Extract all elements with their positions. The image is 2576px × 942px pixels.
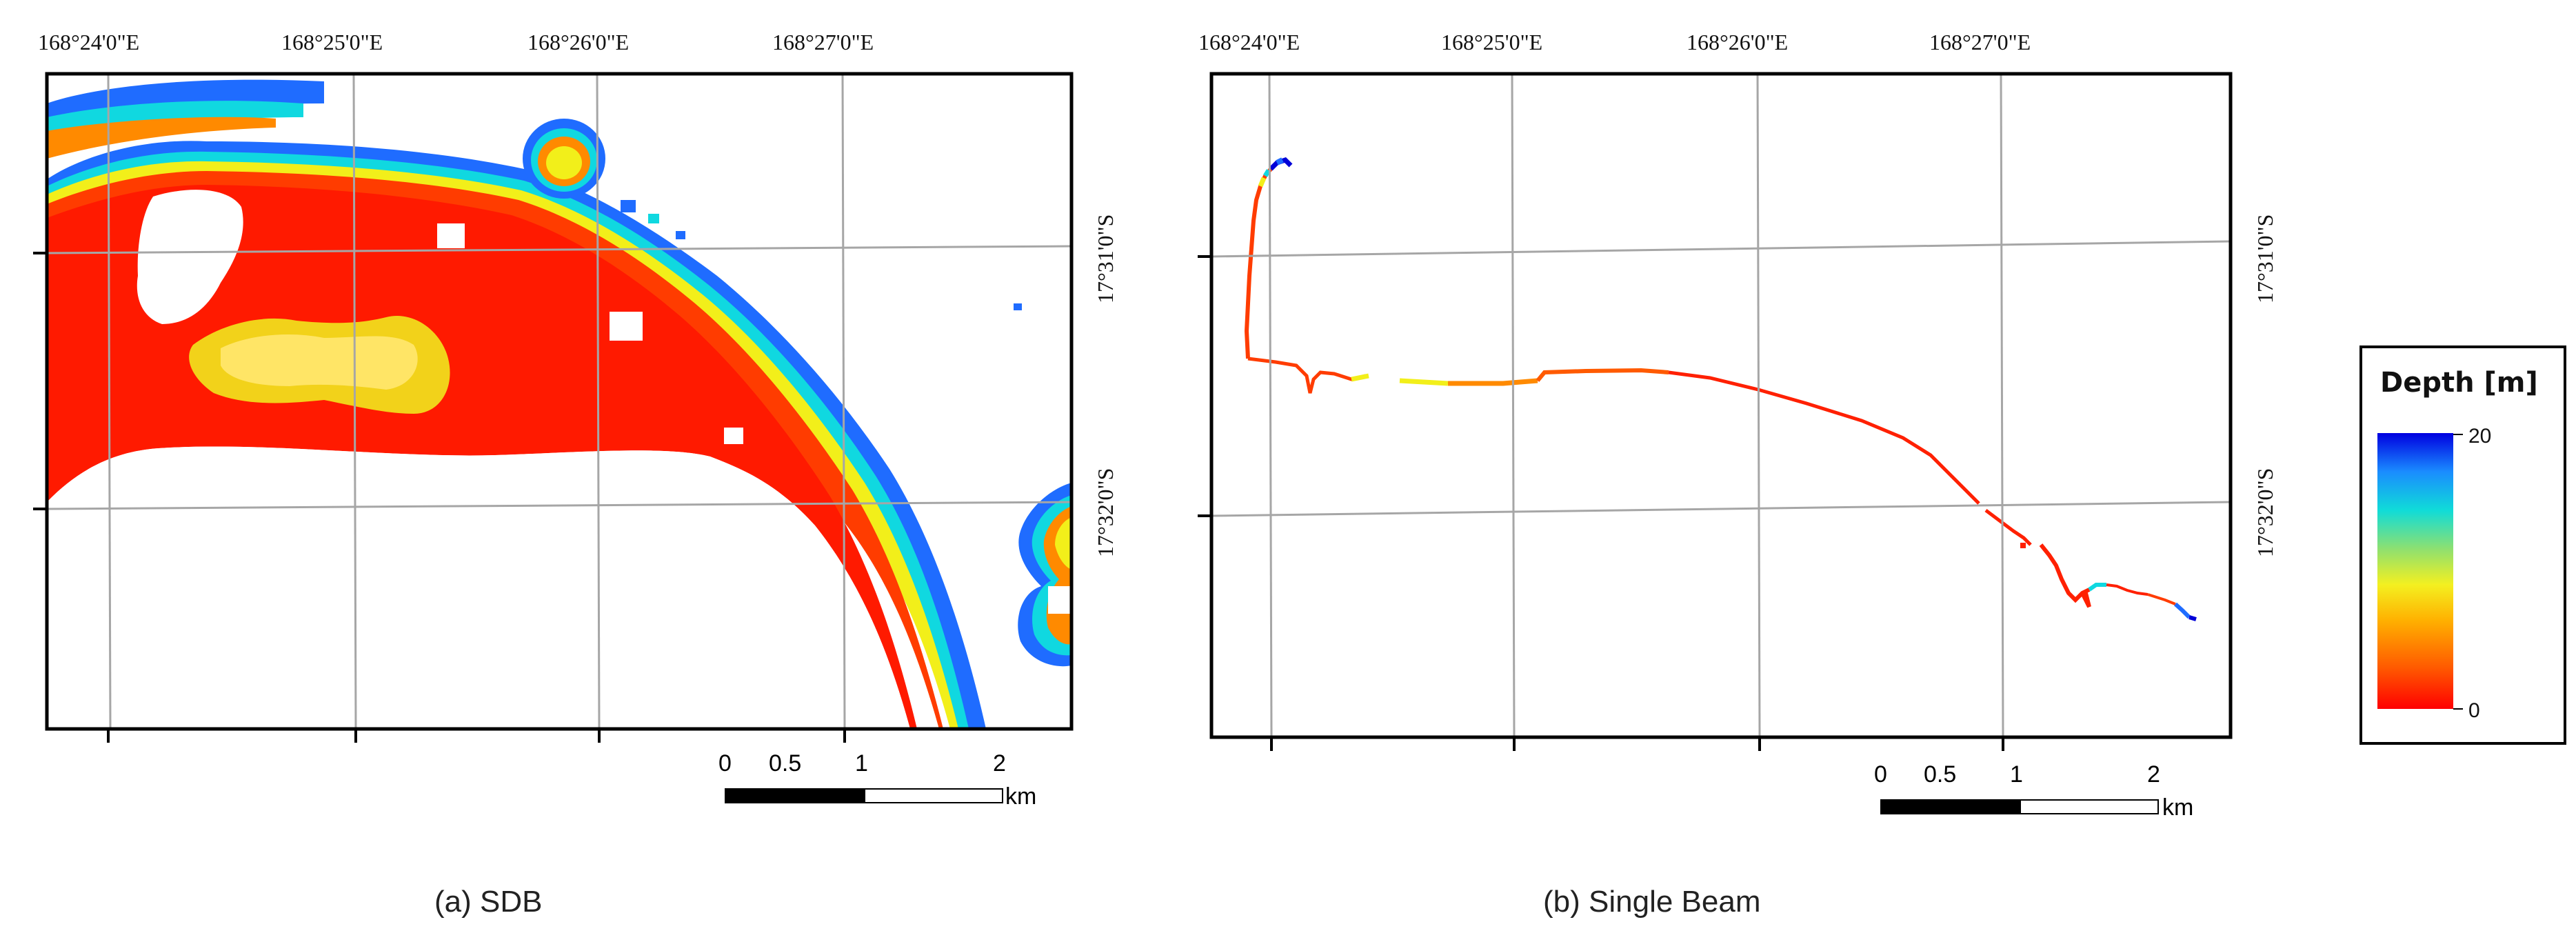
map-frame-b (1209, 72, 2233, 739)
map-frame-a (45, 72, 1074, 731)
scale-tick-a-05: 0.5 (769, 750, 801, 776)
lon-label-a-1: 168°24'0"E (38, 30, 139, 54)
lat-label-b-2: 17°32'0"S (2253, 468, 2277, 557)
scale-unit-b: km (2162, 794, 2193, 821)
scale-tick-a-1: 1 (855, 750, 868, 776)
scale-tick-a-0: 0 (718, 750, 732, 776)
sdb-depth-raster (47, 79, 1071, 729)
legend-title: Depth [m] (2380, 367, 2538, 399)
lat-label-b-1: 17°31'0"S (2253, 214, 2277, 303)
panel-single-beam: 168°24'0"E 168°25'0"E 168°26'0"E 168°27'… (1198, 30, 2277, 919)
scalebar-a: 0 0.5 1 2 km (718, 750, 1036, 810)
scale-tick-b-2: 2 (2147, 761, 2160, 788)
legend-max-label: 20 (2468, 425, 2491, 448)
legend-min-label: 0 (2468, 699, 2480, 722)
caption-a: (a) SDB (434, 885, 542, 919)
lon-label-b-2: 168°25'0"E (1441, 30, 1542, 54)
scale-unit-a: km (1005, 783, 1036, 810)
lon-label-a-3: 168°26'0"E (527, 30, 629, 54)
graticule-b (1211, 73, 2231, 738)
scalebar-b: 0 0.5 1 2 km (1874, 761, 2193, 821)
scale-tick-b-05: 0.5 (1924, 761, 1956, 788)
depth-legend: Depth [m] 20 0 (2359, 345, 2566, 745)
lon-label-b-4: 168°27'0"E (1929, 30, 2031, 54)
graticule-a (46, 73, 1072, 730)
lon-label-b-3: 168°26'0"E (1687, 30, 1788, 54)
scale-tick-b-1: 1 (2010, 761, 2023, 788)
lon-label-a-4: 168°27'0"E (772, 30, 874, 54)
lat-label-a-2: 17°32'0"S (1093, 468, 1118, 557)
lon-label-b-1: 168°24'0"E (1198, 30, 1300, 54)
caption-b: (b) Single Beam (1543, 885, 1760, 919)
panel-sdb: 168°24'0"E 168°25'0"E 168°26'0"E 168°27'… (33, 30, 1118, 919)
lat-label-a-1: 17°31'0"S (1093, 214, 1118, 303)
single-beam-track (1244, 157, 2197, 621)
scale-tick-b-0: 0 (1874, 761, 1887, 788)
depth-color-ramp (2377, 433, 2453, 709)
lon-label-a-2: 168°25'0"E (281, 30, 383, 54)
scale-tick-a-2: 2 (993, 750, 1006, 776)
